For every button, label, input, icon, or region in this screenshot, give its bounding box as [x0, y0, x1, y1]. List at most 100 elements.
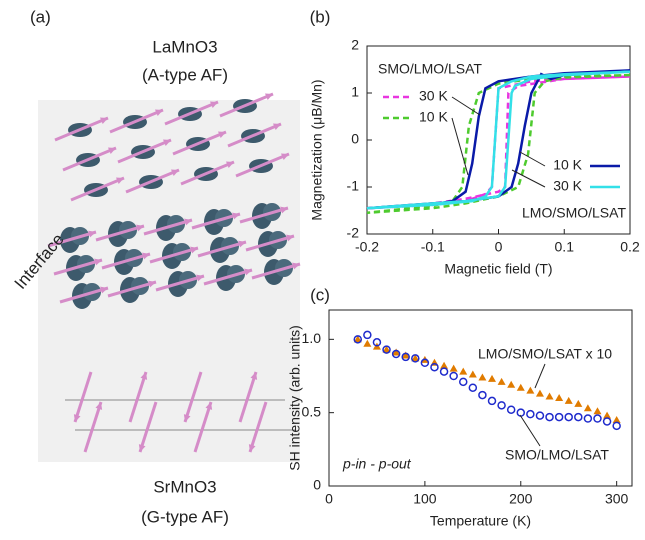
spin-arrow: [59, 286, 109, 304]
arrow-head: [265, 93, 273, 100]
data-point: [363, 339, 372, 347]
x-tick-label: 100: [413, 491, 437, 507]
data-point: [535, 411, 545, 420]
spin-arrow: [238, 371, 258, 423]
spin-arrow: [149, 246, 199, 264]
spin-arrow: [101, 252, 151, 270]
y-tick-label: 1: [351, 84, 359, 100]
x-tick-label: -0.2: [355, 239, 379, 255]
arrow-head: [273, 123, 281, 130]
arrow-head: [116, 177, 124, 184]
legend-label: 10 K: [553, 157, 582, 173]
data-point: [526, 386, 535, 394]
spin-arrow: [191, 212, 241, 230]
spin-arrow: [172, 130, 227, 156]
spin-arrow: [164, 100, 219, 126]
panel-label: (b): [310, 7, 331, 26]
arrow-head: [94, 258, 102, 266]
arrow-head: [205, 402, 213, 410]
panel-label: (c): [310, 285, 330, 304]
data-point: [507, 380, 516, 388]
material-label: LaMnO3: [152, 37, 217, 56]
spin-arrow: [117, 138, 172, 164]
arrow-head: [148, 280, 156, 288]
data-point: [554, 412, 564, 422]
x-tick-label: 200: [509, 491, 533, 507]
data-point: [363, 330, 372, 340]
data-point: [420, 358, 430, 368]
data-point: [392, 348, 401, 356]
spin-arrow: [62, 146, 117, 172]
data-point: [449, 364, 458, 372]
spin-arrow: [219, 92, 274, 118]
data-point: [526, 409, 535, 419]
arrow-head: [140, 372, 148, 380]
spin-arrow: [203, 268, 253, 286]
material-label: SrMnO3: [153, 477, 216, 496]
pointer: [451, 96, 481, 116]
panel-label: (a): [30, 7, 51, 26]
arrow-head: [244, 268, 252, 276]
data-point: [516, 383, 525, 391]
annotation: LMO/SMO/LSAT: [522, 205, 626, 221]
arrow-head: [142, 252, 150, 260]
spin-arrow: [183, 371, 203, 423]
data-point: [401, 351, 410, 359]
y-tick-label: -1: [347, 178, 360, 194]
spin-arrow: [138, 401, 158, 453]
x-tick-label: 0: [325, 491, 333, 507]
spin-arrow: [180, 160, 235, 186]
data-point: [401, 352, 410, 362]
spin-arrow: [143, 218, 193, 236]
pointer: [519, 414, 541, 447]
y-axis-label: Magnetization (μB/Mn): [309, 79, 325, 220]
data-point: [468, 370, 477, 378]
pointer: [519, 151, 546, 167]
legend-label: 10 K: [419, 109, 448, 125]
arrow-head: [238, 240, 246, 248]
spin-arrow: [227, 122, 282, 148]
data-point: [593, 407, 602, 415]
spin-arrow: [251, 262, 301, 280]
data-point: [564, 396, 573, 404]
arrow-head: [232, 212, 240, 220]
arrow-head: [250, 372, 258, 380]
data-point: [353, 335, 362, 343]
data-point: [602, 417, 612, 426]
spin-arrow: [128, 371, 148, 423]
arrow-head: [184, 218, 192, 226]
pointer: [451, 117, 469, 176]
arrow-head: [171, 169, 179, 176]
x-tick-label: -0.1: [421, 239, 445, 255]
data-point: [583, 414, 593, 423]
arrow-head: [73, 414, 81, 422]
data-point: [497, 377, 506, 385]
data-point: [506, 405, 516, 414]
data-point: [487, 396, 497, 406]
data-point: [545, 412, 554, 422]
arrow-head: [286, 234, 294, 242]
pointer: [534, 363, 546, 389]
data-point: [478, 390, 487, 400]
arrow-head: [190, 246, 198, 254]
x-axis-label: Temperature (K): [430, 513, 531, 529]
data-point: [497, 401, 506, 410]
plot-frame: [328, 309, 633, 487]
arrow-head: [210, 101, 218, 108]
data-point: [583, 404, 592, 412]
data-point: [545, 392, 554, 400]
data-point: [382, 345, 391, 353]
y-axis-label: SH intensity (arb. units): [287, 325, 303, 471]
spin-arrow: [125, 168, 180, 194]
data-point: [516, 408, 526, 417]
spin-arrow: [47, 230, 97, 248]
y-tick-label: 0.5: [302, 403, 322, 419]
data-point: [574, 412, 583, 422]
spin-arrow: [248, 401, 268, 453]
arrow-head: [281, 153, 289, 160]
x-axis-label: Magnetic field (T): [444, 261, 552, 277]
y-tick-label: 0: [351, 131, 359, 147]
data-point: [382, 345, 391, 354]
legend-label: 30 K: [553, 178, 582, 194]
hysteresis-loop: [366, 73, 631, 215]
